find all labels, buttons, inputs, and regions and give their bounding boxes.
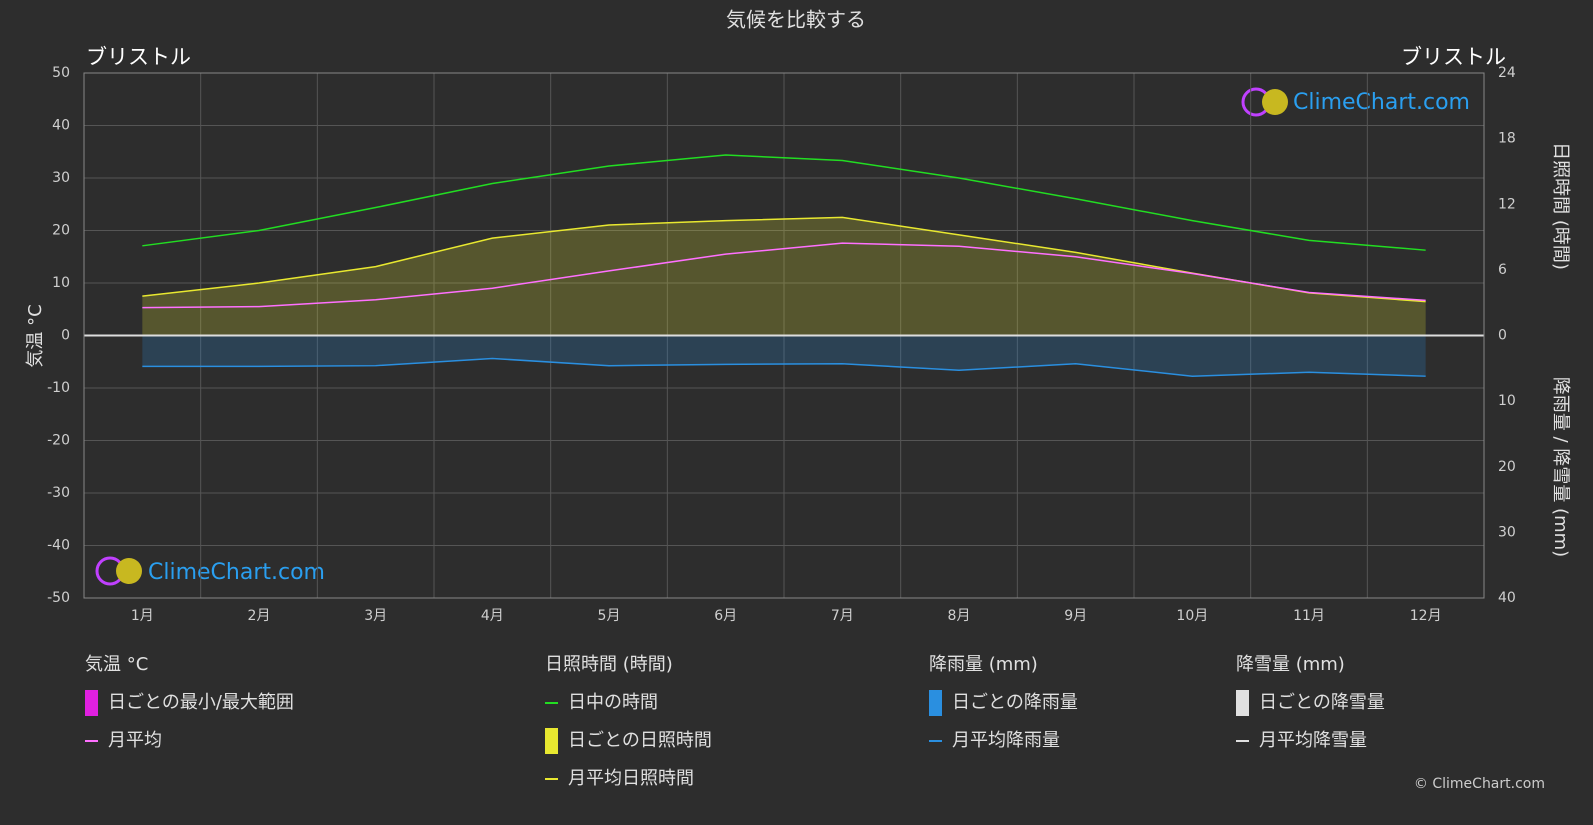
legend-label: 月平均降雪量 xyxy=(1259,730,1367,751)
y3-tick-label: 30 xyxy=(1498,524,1516,540)
y-tick-label: -10 xyxy=(47,380,70,396)
y2-tick-label: 18 xyxy=(1498,131,1516,147)
plot-frame xyxy=(83,72,1485,599)
y-axis-label: 気温 °C xyxy=(25,304,46,367)
x-tick-label: 8月 xyxy=(948,608,971,624)
x-tick-label: 2月 xyxy=(248,608,271,624)
legend-swatch xyxy=(929,690,942,716)
legend-label: 日ごとの最小/最大範囲 xyxy=(108,692,294,713)
y-tick-label: -50 xyxy=(47,590,70,606)
legend-title: 降雪量 (mm) xyxy=(1236,654,1345,675)
legend-label: 月平均日照時間 xyxy=(568,768,694,789)
y2-tick-label: 6 xyxy=(1498,262,1507,278)
y2-tick-label: 0 xyxy=(1498,328,1507,344)
y-tick-label: -30 xyxy=(47,485,70,501)
x-tick-label: 4月 xyxy=(481,608,504,624)
x-tick-label: 7月 xyxy=(831,608,854,624)
legend-label: 日ごとの降雨量 xyxy=(952,692,1078,713)
logo-bottom: ClimeChart.com xyxy=(95,556,325,586)
y-tick-label: 20 xyxy=(52,223,70,239)
legend-label: 日中の時間 xyxy=(568,692,658,713)
y3-axis-label: 降雨量 / 降雪量 (mm) xyxy=(1550,377,1571,557)
y3-tick-label: 20 xyxy=(1498,459,1516,475)
y2-tick-label: 12 xyxy=(1498,196,1516,212)
legend-title: 気温 °C xyxy=(85,654,148,675)
x-tick-label: 1月 xyxy=(131,608,154,624)
series-line xyxy=(142,357,1426,377)
x-tick-label: 3月 xyxy=(364,608,387,624)
x-tick-label: 6月 xyxy=(714,608,737,624)
legend-swatch xyxy=(85,690,98,716)
x-tick-label: 10月 xyxy=(1176,608,1208,624)
series-area xyxy=(142,217,1426,336)
chart-title: 気候を比較する xyxy=(726,8,866,32)
y3-tick-label: 40 xyxy=(1498,590,1516,606)
location-left: ブリストル xyxy=(86,45,191,69)
logo-text: ClimeChart.com xyxy=(1293,90,1470,115)
y-tick-label: -20 xyxy=(47,433,70,449)
legend-label: 日ごとの降雪量 xyxy=(1259,692,1385,713)
x-tick-label: 11月 xyxy=(1293,608,1325,624)
x-tick-label: 5月 xyxy=(598,608,621,624)
legend-label: 月平均降雨量 xyxy=(952,730,1060,751)
y-tick-label: 40 xyxy=(52,118,70,134)
y-tick-label: 50 xyxy=(52,65,70,81)
legend-label: 日ごとの日照時間 xyxy=(568,730,712,751)
legend-title: 降雨量 (mm) xyxy=(929,654,1038,675)
logo-sun xyxy=(1262,89,1288,115)
series-area xyxy=(142,335,1426,377)
y-tick-label: 0 xyxy=(61,328,70,344)
series-line xyxy=(142,242,1426,309)
y2-axis-label: 日照時間 (時間) xyxy=(1550,142,1571,270)
y-tick-label: 10 xyxy=(52,275,70,291)
x-tick-label: 12月 xyxy=(1410,608,1442,624)
legend-title: 日照時間 (時間) xyxy=(545,654,673,675)
location-right: ブリストル xyxy=(1401,45,1506,69)
x-tick-label: 9月 xyxy=(1064,608,1087,624)
legend-swatch xyxy=(1236,690,1249,716)
logo-sun xyxy=(116,558,142,584)
y2-tick-label: 24 xyxy=(1498,65,1516,81)
legend-swatch xyxy=(545,728,558,754)
y-tick-label: 30 xyxy=(52,170,70,186)
series-line xyxy=(142,154,1426,251)
y-tick-label: -40 xyxy=(47,538,70,554)
logo-text: ClimeChart.com xyxy=(148,560,325,585)
y3-tick-label: 10 xyxy=(1498,393,1516,409)
legend-label: 月平均 xyxy=(108,730,162,751)
copyright: © ClimeChart.com xyxy=(1414,776,1545,792)
logo-top: ClimeChart.com xyxy=(1241,87,1470,117)
